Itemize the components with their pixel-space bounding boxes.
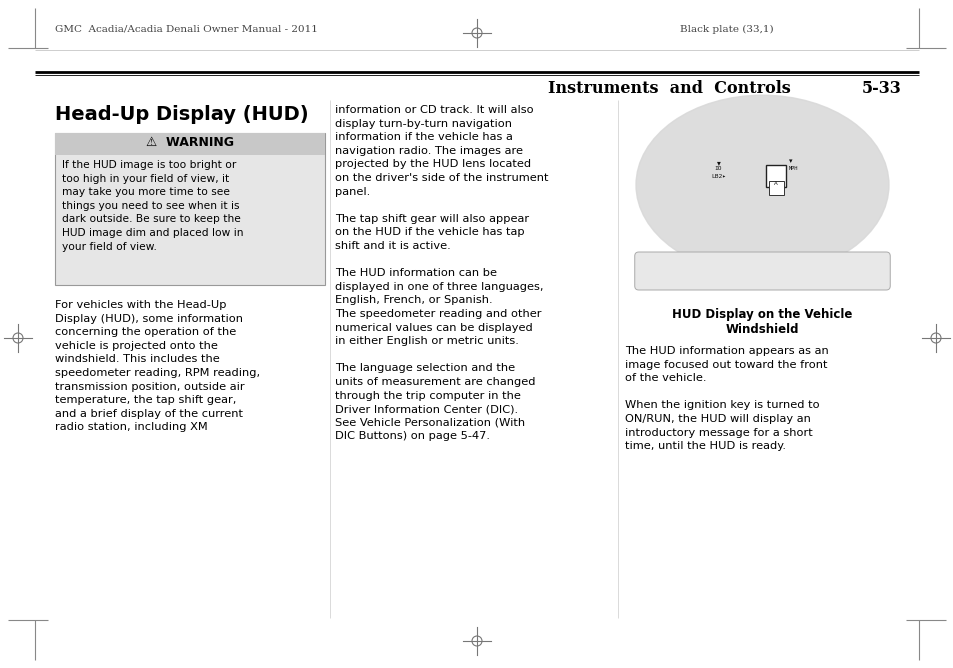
Text: A: A <box>774 180 778 186</box>
Text: The HUD information appears as an
image focused out toward the front
of the vehi: The HUD information appears as an image … <box>624 346 828 451</box>
Text: ⚠  WARNING: ⚠ WARNING <box>146 136 233 149</box>
Text: Head-Up Display (HUD): Head-Up Display (HUD) <box>55 105 309 124</box>
Text: Instruments  and  Controls: Instruments and Controls <box>547 80 790 97</box>
Text: LB2▸: LB2▸ <box>710 174 725 178</box>
Text: If the HUD image is too bright or
too high in your field of view, it
may take yo: If the HUD image is too bright or too hi… <box>62 160 243 252</box>
FancyBboxPatch shape <box>634 252 889 290</box>
FancyBboxPatch shape <box>768 180 783 194</box>
Ellipse shape <box>636 96 888 275</box>
FancyBboxPatch shape <box>55 133 325 285</box>
Text: ▾: ▾ <box>788 158 792 164</box>
Text: Windshield: Windshield <box>725 323 799 336</box>
Text: HUD Display on the Vehicle: HUD Display on the Vehicle <box>672 308 852 321</box>
Text: MPH: MPH <box>788 166 798 170</box>
Text: 5-33: 5-33 <box>862 80 901 97</box>
Text: Black plate (33,1): Black plate (33,1) <box>679 25 773 34</box>
FancyBboxPatch shape <box>765 164 785 186</box>
Text: IO: IO <box>714 166 721 170</box>
Bar <box>55 133 325 155</box>
Bar <box>624 103 899 298</box>
Text: ▾: ▾ <box>716 158 720 166</box>
Text: For vehicles with the Head-Up
Display (HUD), some information
concerning the ope: For vehicles with the Head-Up Display (H… <box>55 300 260 432</box>
Text: information or CD track. It will also
display turn-by-turn navigation
informatio: information or CD track. It will also di… <box>335 105 548 442</box>
Text: GMC  Acadia/Acadia Denali Owner Manual - 2011: GMC Acadia/Acadia Denali Owner Manual - … <box>55 25 317 34</box>
